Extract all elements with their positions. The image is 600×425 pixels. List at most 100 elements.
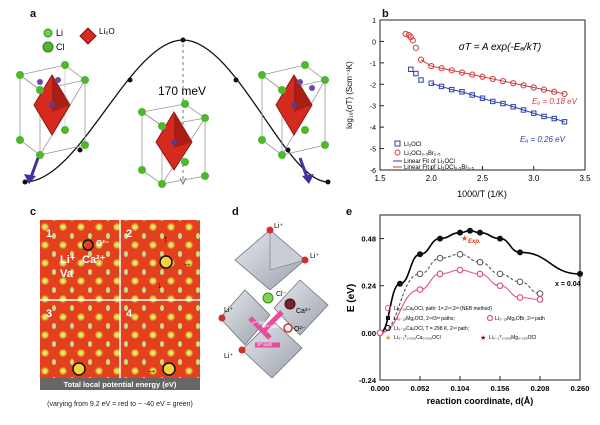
data-point bbox=[496, 270, 504, 278]
panel-b: b σT = A exp(-Eₐ/kT) log₁₀(σT) (Scm⁻¹K) … bbox=[340, 0, 600, 205]
data-point bbox=[516, 278, 524, 286]
oxygen-ion-label: O²⁻ bbox=[96, 239, 109, 248]
legend-item: Li₃₋₂ₓMgₓOCl, 2ⁿᵈ/3ʳᵈ paths; bbox=[394, 316, 455, 322]
cl-ion-marker bbox=[262, 292, 274, 304]
energy-bar-label: Total local potential energy (eV) bbox=[64, 380, 177, 389]
data-point bbox=[540, 86, 548, 93]
curve-point bbox=[233, 77, 239, 83]
data-point bbox=[561, 119, 568, 125]
potential-energy-map: 1 2 3 4 Li⁺ Ca²⁺ Va O²⁻ ↑ → ↓ → Total lo… bbox=[40, 220, 200, 408]
series-line bbox=[379, 229, 581, 334]
panel-a-figure: Li Cl Li₆O 170 meV bbox=[16, 27, 331, 188]
path-label: 3ʳᵈ path bbox=[257, 342, 273, 347]
experimental-label: Exp. bbox=[468, 239, 481, 245]
y-tick-label: 0.48 bbox=[361, 235, 376, 244]
data-point bbox=[402, 30, 409, 38]
data-point bbox=[489, 75, 496, 83]
data-point bbox=[477, 229, 483, 236]
data-point bbox=[500, 100, 506, 107]
panel-c: c 1 2 3 bbox=[0, 200, 210, 420]
octahedron-cluster bbox=[219, 229, 329, 379]
y-tick-label: -1 bbox=[370, 61, 376, 68]
quadrant-label: 4 bbox=[126, 308, 133, 320]
y-tick-label: 0.00 bbox=[361, 329, 376, 338]
panel-d-label: d bbox=[232, 206, 239, 218]
data-point bbox=[510, 80, 517, 87]
curve-point bbox=[285, 147, 291, 153]
panel-a: a Li Cl Li₆O 170 meV bbox=[0, 0, 340, 200]
curve-point bbox=[180, 37, 186, 43]
arrow-up-icon: ↑ bbox=[163, 234, 168, 245]
legend-circle-icon bbox=[486, 314, 494, 322]
composition-note: x = 0.04 bbox=[555, 281, 581, 288]
vacancy-label: Va bbox=[60, 268, 74, 280]
migrating-ion-marker bbox=[162, 362, 176, 376]
data-point bbox=[561, 90, 568, 98]
y-tick-label: -4 bbox=[370, 125, 376, 132]
data-point bbox=[520, 82, 527, 89]
legend-li-text: Li bbox=[56, 28, 63, 38]
data-point bbox=[458, 69, 466, 76]
panel-e-label: e bbox=[346, 206, 353, 218]
equation-label: σT = A exp(-Eₐ/kT) bbox=[459, 42, 542, 53]
legend-item: Li₃OCl bbox=[404, 142, 421, 148]
ion-label: Li⁺ bbox=[224, 353, 233, 360]
data-point bbox=[436, 270, 444, 278]
x-tick-label: 0.052 bbox=[411, 384, 430, 393]
octahedra-structure: Li⁺ Li⁺ Cl⁻ Ca²⁺ O²⁻ Li⁺ Li⁺ 1ˢᵗ path 2ⁿ… bbox=[218, 223, 329, 379]
data-point bbox=[438, 65, 445, 72]
path-arrow bbox=[248, 316, 272, 340]
data-point bbox=[479, 73, 486, 80]
y-axis-label: log₁₀(σT) (Scm⁻¹K) bbox=[345, 61, 354, 129]
y-axis-label: E (eV) bbox=[346, 284, 357, 312]
data-point bbox=[397, 280, 403, 287]
data-point bbox=[476, 258, 484, 266]
ea-red-label: Eₐ = 0.18 eV bbox=[532, 97, 578, 106]
legend-square-icon bbox=[386, 316, 390, 320]
data-point bbox=[516, 294, 524, 301]
x-axis-label: reaction coordinate, d(Å) bbox=[427, 396, 534, 406]
x-tick-label: 0.156 bbox=[491, 384, 510, 393]
data-point bbox=[531, 110, 537, 116]
panel-a-label: a bbox=[30, 8, 37, 20]
panel-c-label: c bbox=[30, 206, 37, 218]
li-ion-label: Li⁺ bbox=[60, 254, 76, 266]
data-point bbox=[413, 70, 419, 77]
x-tick-label: 2.0 bbox=[426, 174, 438, 183]
oxygen-ion-marker bbox=[283, 323, 293, 333]
li-ion-marker bbox=[301, 256, 309, 264]
data-point bbox=[476, 270, 484, 278]
x-tick-label: 3.0 bbox=[528, 174, 540, 183]
star-icon: ★ bbox=[480, 334, 486, 342]
data-point bbox=[437, 235, 443, 242]
curve-point bbox=[325, 179, 331, 185]
highlight-ring bbox=[82, 239, 94, 251]
data-point bbox=[530, 84, 537, 91]
ea-blue-label: Eₐ = 0.26 eV bbox=[520, 135, 566, 144]
data-point bbox=[438, 83, 445, 90]
y-tick-label: -5 bbox=[370, 147, 376, 154]
legend-item: Li₃₋₂ₓMgₓOBr, 2ⁿᵈ path bbox=[495, 316, 545, 322]
y-tick-label: -2 bbox=[370, 82, 376, 89]
data-point bbox=[490, 98, 496, 105]
x-axis-label: 1000/T (1/K) bbox=[457, 189, 507, 199]
migrating-ion-marker bbox=[159, 255, 173, 269]
legend-item: Li₃₋₂ₓCaₓOCl, path: 1ˢᵗ,2ⁿᵈ,3ʳᵈ (NEB met… bbox=[394, 306, 492, 312]
data-point bbox=[457, 229, 463, 236]
data-point bbox=[469, 71, 476, 78]
li-ion-marker bbox=[218, 314, 226, 322]
data-point bbox=[418, 77, 424, 83]
curve-point bbox=[127, 77, 133, 83]
data-point bbox=[428, 62, 435, 70]
li-ion-marker bbox=[238, 346, 246, 354]
path-arrow bbox=[260, 310, 284, 334]
plot-frame bbox=[379, 214, 581, 381]
ion-label: Li⁺ bbox=[224, 307, 233, 314]
arrow-icon bbox=[24, 174, 36, 184]
cl-legend-dot bbox=[42, 41, 54, 53]
arrow-right-icon: → bbox=[182, 258, 192, 269]
quadrant-label: 1 bbox=[46, 228, 52, 240]
data-point bbox=[577, 270, 583, 277]
curve-point bbox=[77, 147, 83, 153]
li-legend-dot bbox=[43, 28, 53, 38]
